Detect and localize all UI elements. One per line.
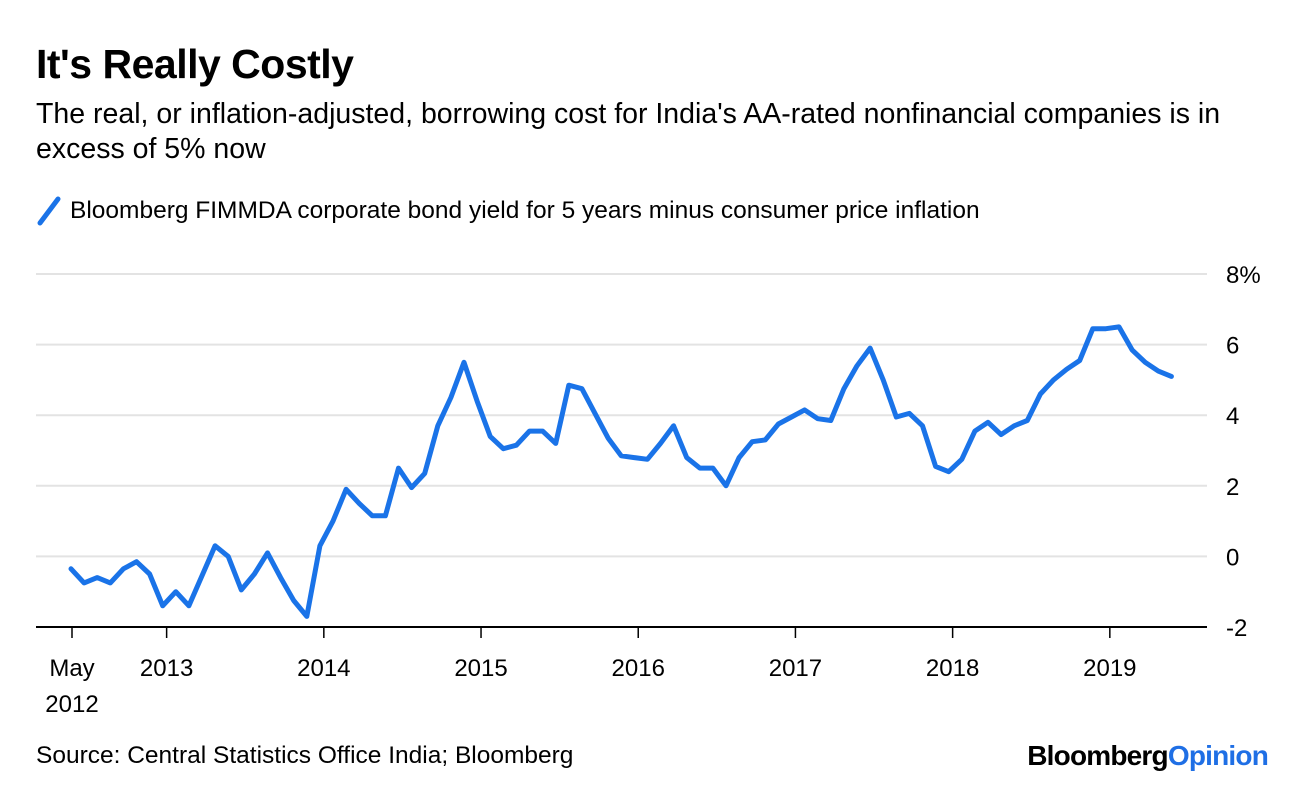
legend-label: Bloomberg FIMMDA corporate bond yield fo…: [70, 197, 980, 224]
y-axis-labels: 8% 6 4 2 0 -2: [1226, 262, 1261, 642]
x-tick-label: 2013: [140, 655, 193, 682]
x-tick-label: 2017: [769, 655, 822, 682]
y-tick-label: 6: [1226, 333, 1239, 360]
x-tick-label: 2014: [297, 655, 350, 682]
source-note: Source: Central Statistics Office India;…: [36, 742, 574, 769]
y-tick-label: 0: [1226, 544, 1239, 571]
chart-subtitle: The real, or inflation-adjusted, borrowi…: [36, 98, 1221, 165]
y-tick-label: 4: [1226, 403, 1239, 430]
chart-title: It's Really Costly: [36, 41, 354, 87]
x-tick-label: May 2012: [45, 655, 98, 718]
gridlines: [36, 273, 1207, 558]
series-line: [68, 324, 1174, 619]
x-tick-label: 2018: [926, 655, 979, 682]
x-axis: May 2012 2013 2014 2015 2016 2017 2018 2019: [36, 626, 1207, 718]
legend-line-icon: [36, 194, 66, 228]
bloomberg-opinion-logo: BloombergOpinion: [1027, 740, 1269, 772]
y-tick-label: 8%: [1226, 262, 1261, 289]
y-tick-label: 2: [1226, 474, 1239, 501]
brand-bloomberg: Bloomberg: [1027, 740, 1168, 771]
series-group: [68, 324, 1174, 619]
y-tick-label: -2: [1226, 615, 1247, 642]
brand-opinion: Opinion: [1167, 740, 1269, 771]
legend: Bloomberg FIMMDA corporate bond yield fo…: [36, 194, 980, 228]
x-tick-label: 2016: [612, 655, 665, 682]
x-tick-label: 2019: [1083, 655, 1136, 682]
x-tick-label: 2015: [454, 655, 507, 682]
